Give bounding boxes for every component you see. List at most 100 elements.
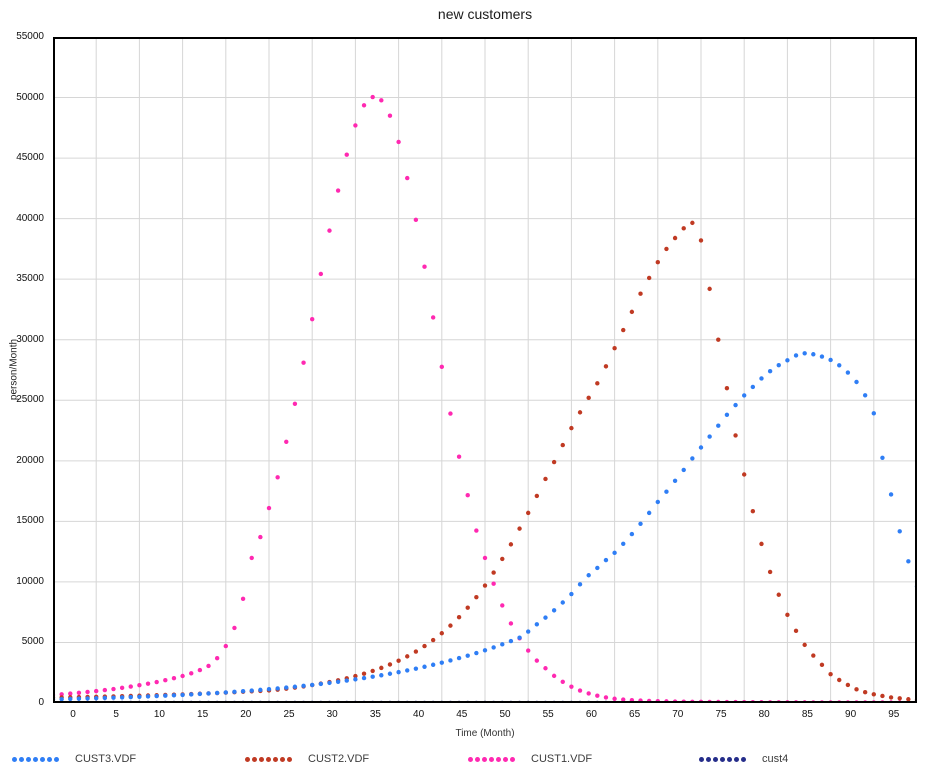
data-point [422,643,427,649]
x-tick-label: 35 [369,709,381,720]
data-point [534,493,540,499]
data-point [335,188,341,193]
data-point [189,671,194,676]
data-point [197,691,203,697]
legend-marker-dot [713,756,718,762]
data-point [214,690,220,696]
data-point [180,673,185,679]
data-point [733,402,738,408]
data-point [707,286,712,292]
data-point [335,679,341,684]
y-tick-label: 30000 [16,333,44,345]
data-point [595,565,600,571]
data-point [275,475,280,480]
data-point [854,379,859,385]
gridlines [53,37,917,703]
legend-marker-dots [245,756,294,762]
data-point [534,658,540,663]
x-tick-label: 20 [240,709,252,720]
data-point [85,696,90,701]
data-point [862,393,868,398]
data-point [500,603,505,608]
data-point [284,685,289,690]
data-point [361,675,367,681]
data-point [128,684,133,689]
data-point [353,123,358,128]
data-point [785,358,790,363]
data-point [621,697,626,702]
data-point [500,556,505,562]
data-point [906,697,911,702]
data-point [206,663,211,669]
data-point [482,555,488,561]
data-point [551,608,557,613]
data-point [456,655,462,661]
data-point [629,531,635,537]
data-point [724,412,730,418]
data-point [396,669,401,675]
data-point [802,351,807,356]
data-point [698,238,704,243]
data-point [716,337,721,342]
data-point [232,625,237,631]
data-point [189,692,194,697]
data-point [387,671,393,676]
x-tick-label: 5 [113,709,119,720]
data-point [292,401,298,406]
legend-marker-dot [33,756,38,762]
data-point [577,688,583,693]
data-point [405,175,410,181]
data-point [526,629,531,634]
data-point [379,673,384,678]
data-point [119,695,125,700]
x-tick-label: 55 [542,709,554,720]
data-point [742,472,747,477]
data-point [500,642,505,647]
data-point [517,635,522,640]
data-point [223,690,228,695]
data-point [845,370,851,375]
data-point [465,493,470,498]
legend-marker-dot [26,756,31,762]
x-tick-label: 85 [801,709,813,720]
data-point [854,687,859,692]
data-point [672,235,678,241]
data-point [448,658,453,663]
data-point [422,264,427,269]
data-point [543,615,548,620]
data-point [379,665,384,671]
legend-marker-dot [252,756,257,762]
data-point [750,508,756,514]
data-point [413,649,419,654]
data-point [422,664,427,669]
data-point [137,682,142,688]
data-point [249,555,254,561]
data-point [491,645,496,650]
data-point [456,614,462,620]
data-point [621,541,626,546]
data-point [310,316,315,322]
legend-marker-dot [47,756,52,762]
data-point [871,692,876,697]
data-point [560,600,565,605]
data-point [474,594,479,600]
data-point [430,315,436,320]
data-point [370,668,375,674]
data-point [76,690,82,696]
data-point [560,679,565,685]
data-point [145,681,151,686]
data-point [258,687,263,693]
data-point [94,696,99,701]
legend-marker-dot [273,756,278,762]
data-point [629,309,635,315]
data-point [526,510,531,516]
data-point [439,364,444,370]
legend-label: cust4 [762,753,789,765]
data-point [612,346,617,351]
data-point [906,559,911,564]
legend-marker-dot [287,756,292,762]
data-point [551,459,557,465]
x-tick-label: 30 [326,709,338,720]
data-point [664,246,669,252]
y-tick-label: 35000 [16,273,44,285]
